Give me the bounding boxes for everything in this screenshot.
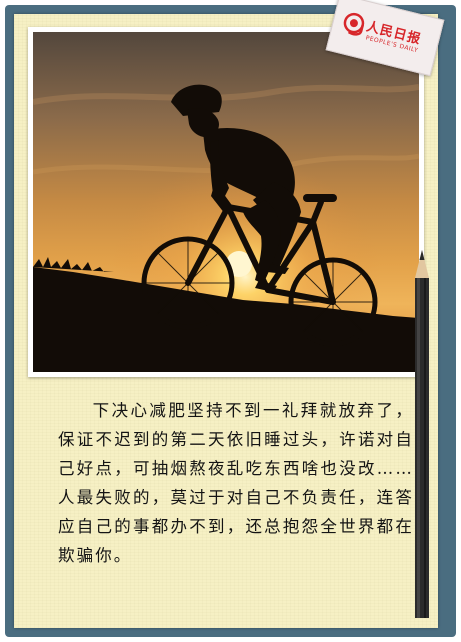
photo-frame (28, 27, 424, 377)
cyclist-sunset-photo (33, 32, 419, 372)
paper-card: 下决心减肥坚持不到一礼拜就放弃了，保证不迟到的第二天依旧睡过头，许诺对自己好点，… (14, 14, 438, 628)
people-daily-logo (343, 12, 365, 36)
brand-stamp: 人民日报 PEOPLE'S DAILY (325, 0, 445, 77)
poster-frame: 下决心减肥坚持不到一礼拜就放弃了，保证不迟到的第二天依旧睡过头，许诺对自己好点，… (5, 5, 456, 637)
cyclist-silhouette-image (33, 32, 419, 372)
pencil-decoration (412, 250, 432, 620)
body-text: 下决心减肥坚持不到一礼拜就放弃了，保证不迟到的第二天依旧睡过头，许诺对自己好点，… (58, 401, 414, 565)
